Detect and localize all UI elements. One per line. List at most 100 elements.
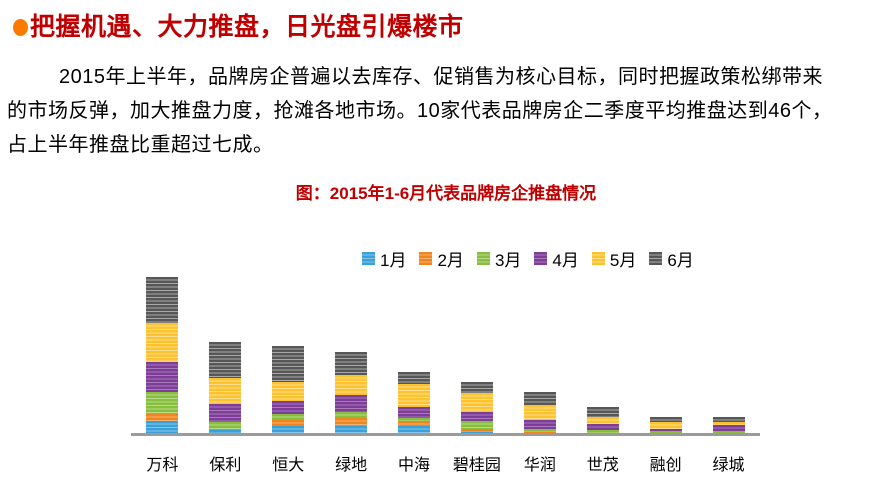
bar-segment bbox=[146, 323, 179, 363]
bar-segment bbox=[649, 416, 682, 423]
bar-segment bbox=[523, 431, 556, 433]
x-axis-label: 华润 bbox=[523, 457, 556, 474]
bar-segment bbox=[272, 381, 305, 402]
legend-swatch-icon bbox=[649, 252, 663, 265]
paragraph-line-2: 的市场反弹，加大推盘力度，抢滩各地市场。10家代表品牌房企二季度平均推盘达到46… bbox=[7, 100, 833, 122]
x-axis-label: 碧桂园 bbox=[452, 457, 501, 474]
bullet-icon bbox=[13, 19, 28, 36]
bar-segment bbox=[398, 420, 431, 427]
bar-segment bbox=[460, 392, 493, 413]
legend-item: 2月 bbox=[419, 246, 464, 271]
bar-segment bbox=[335, 351, 368, 376]
bar-segment bbox=[272, 346, 305, 382]
legend-swatch-icon bbox=[419, 252, 433, 265]
legend-label: 5月 bbox=[609, 251, 637, 270]
bar-segment bbox=[586, 429, 619, 433]
bar-segment bbox=[649, 428, 682, 431]
bar-segment bbox=[712, 416, 745, 423]
bar-segment bbox=[586, 416, 619, 425]
legend-item: 6月 bbox=[649, 246, 694, 271]
bar-stack bbox=[712, 416, 745, 434]
bar-stack bbox=[649, 416, 682, 434]
bar-segment bbox=[460, 431, 493, 434]
x-axis-label: 绿地 bbox=[335, 457, 368, 474]
bar-segment bbox=[712, 422, 745, 426]
bar-segment bbox=[209, 377, 242, 404]
legend-item: 3月 bbox=[476, 246, 522, 271]
bar-segment bbox=[335, 426, 368, 434]
legend-label: 2月 bbox=[437, 251, 464, 270]
bar-stack bbox=[272, 346, 305, 434]
bar-segment bbox=[398, 406, 431, 418]
bar-segment bbox=[146, 391, 179, 415]
bar-segment bbox=[335, 417, 368, 427]
bar-segment bbox=[146, 414, 179, 421]
bar-segment bbox=[209, 429, 242, 434]
chart-legend: 1月 2月 3月 4月 5月 6月 bbox=[362, 246, 694, 271]
legend-swatch-icon bbox=[534, 252, 548, 265]
bar-segment bbox=[146, 276, 179, 324]
bar-segment bbox=[649, 422, 682, 429]
bar-segment bbox=[523, 391, 556, 405]
bar-segment bbox=[712, 430, 745, 433]
bar-segment bbox=[335, 412, 368, 418]
legend-label: 6月 bbox=[667, 251, 694, 270]
legend-item: 4月 bbox=[534, 246, 579, 271]
x-axis-label: 保利 bbox=[209, 457, 242, 474]
legend-swatch-icon bbox=[362, 252, 375, 265]
bar-segment bbox=[398, 426, 431, 434]
bar-segment bbox=[398, 384, 431, 407]
bar-stack bbox=[335, 351, 368, 434]
bar-segment bbox=[272, 426, 305, 434]
bar-segment bbox=[209, 422, 242, 429]
bar-segment bbox=[272, 401, 305, 415]
bar-segment bbox=[272, 414, 305, 420]
chart-title: 图：2015年1-6月代表品牌房企推盘情况 bbox=[295, 184, 597, 203]
bar-segment bbox=[523, 404, 556, 420]
bar-stack bbox=[460, 381, 493, 434]
bar-stack bbox=[146, 276, 179, 434]
x-axis-label: 恒大 bbox=[272, 457, 305, 474]
bar-stack bbox=[586, 406, 619, 434]
bar-segment bbox=[398, 372, 431, 385]
paragraph-line-1: 2015年上半年，品牌房企普遍以去库存、促销售为核心目标，同时把握政策松绑带来 bbox=[59, 66, 823, 88]
bar-segment bbox=[460, 428, 493, 432]
bar-segment bbox=[586, 424, 619, 430]
x-axis-label: 中海 bbox=[398, 457, 431, 474]
legend-swatch-icon bbox=[476, 252, 490, 265]
chart-plot-area bbox=[131, 270, 760, 434]
paragraph-line-3: 占上半年推盘比重超过七成。 bbox=[7, 134, 274, 156]
x-axis-label: 世茂 bbox=[586, 457, 619, 474]
bar-segment bbox=[209, 403, 242, 423]
bar-segment bbox=[398, 417, 431, 421]
bar-segment bbox=[335, 375, 368, 395]
x-axis-label: 融创 bbox=[649, 457, 682, 474]
x-axis-label: 万科 bbox=[146, 457, 179, 474]
bar-stack bbox=[523, 391, 556, 434]
bar-segment bbox=[335, 394, 368, 413]
bar-stack bbox=[209, 341, 242, 434]
x-axis-line bbox=[131, 433, 760, 436]
legend-label: 1月 bbox=[380, 251, 407, 270]
bar-segment bbox=[649, 430, 682, 433]
bar-stack bbox=[398, 372, 431, 434]
legend-label: 4月 bbox=[552, 251, 579, 270]
bar-segment bbox=[523, 419, 556, 429]
bar-segment bbox=[460, 421, 493, 429]
bar-segment bbox=[209, 341, 242, 378]
legend-item: 5月 bbox=[591, 246, 637, 271]
legend-swatch-icon bbox=[591, 252, 605, 265]
bar-segment bbox=[460, 412, 493, 421]
bar-segment bbox=[146, 362, 179, 392]
bar-segment bbox=[146, 420, 179, 434]
legend-item: 1月 bbox=[362, 246, 406, 271]
bar-segment bbox=[712, 425, 745, 431]
bar-segment bbox=[586, 406, 619, 417]
x-axis-label: 绿城 bbox=[712, 457, 745, 474]
bar-segment bbox=[460, 381, 493, 393]
legend-label: 3月 bbox=[494, 251, 522, 270]
bar-segment bbox=[272, 419, 305, 427]
bar-segment bbox=[523, 428, 556, 432]
bar-segment bbox=[209, 428, 242, 430]
page-title: 把握机遇、大力推盘，日光盘引爆楼市 bbox=[30, 13, 464, 41]
